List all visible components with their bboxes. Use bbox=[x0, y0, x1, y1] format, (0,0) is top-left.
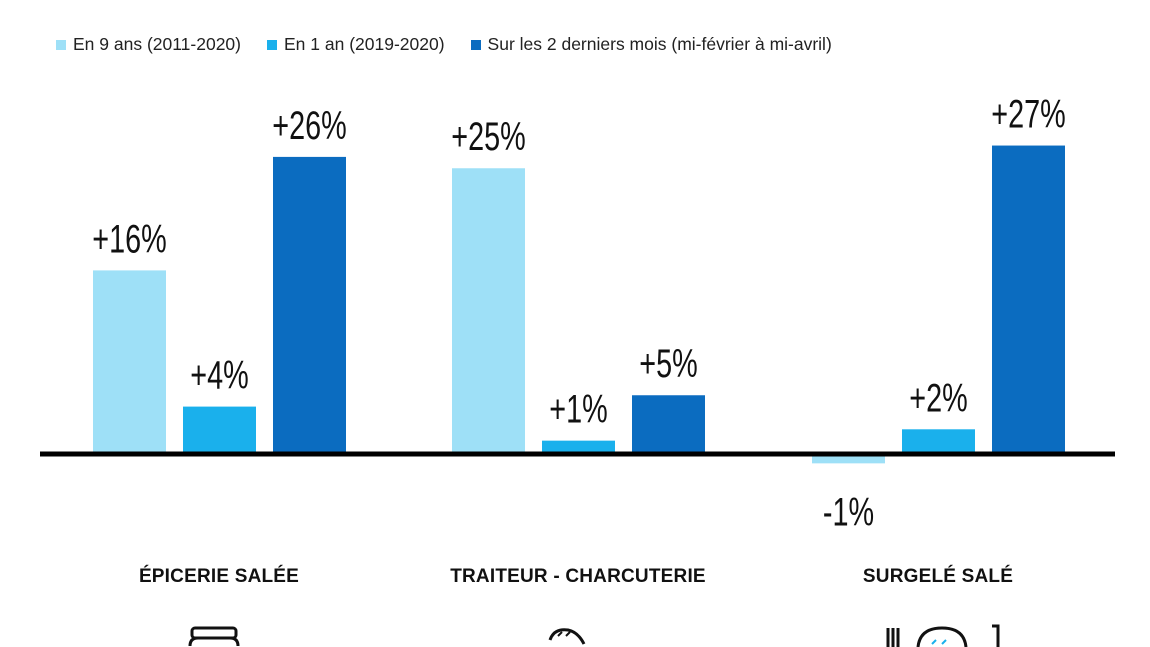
category-label-surgele: SURGELÉ SALÉ bbox=[862, 566, 1014, 587]
bar-traiteur-2-mois bbox=[632, 395, 705, 452]
legend-label-1-an: En 1 an (2019-2020) bbox=[284, 34, 445, 54]
bar-epicerie-9-ans bbox=[93, 270, 166, 452]
chart-legend: En 9 ans (2011-2020) En 1 an (2019-2020)… bbox=[56, 34, 832, 55]
bar-traiteur-1-an bbox=[542, 440, 615, 452]
data-label-epicerie-2-mois: +26% bbox=[272, 103, 346, 148]
legend-item-1-an: En 1 an (2019-2020) bbox=[267, 34, 445, 55]
category-label-epicerie: ÉPICERIE SALÉE bbox=[138, 566, 300, 587]
data-label-surgele-9-ans: -1% bbox=[823, 490, 874, 535]
legend-swatch-9-ans bbox=[56, 39, 66, 50]
legend-label-2-mois: Sur les 2 derniers mois (mi-février à mi… bbox=[487, 34, 832, 54]
bar-epicerie-2-mois bbox=[273, 156, 346, 452]
data-label-epicerie-1-an: +4% bbox=[190, 353, 248, 398]
data-label-epicerie-9-ans: +16% bbox=[92, 217, 166, 262]
plate-icon bbox=[886, 624, 1000, 647]
data-label-traiteur-1-an: +1% bbox=[549, 387, 607, 432]
bar-surgele-1-an bbox=[902, 429, 975, 452]
legend-item-2-mois: Sur les 2 derniers mois (mi-février à mi… bbox=[470, 34, 832, 55]
data-label-traiteur-9-ans: +25% bbox=[451, 115, 525, 160]
bar-surgele-2-mois bbox=[992, 145, 1065, 453]
bar-epicerie-1-an bbox=[183, 406, 256, 452]
bar-traiteur-9-ans bbox=[452, 168, 525, 452]
legend-item-9-ans: En 9 ans (2011-2020) bbox=[56, 34, 241, 55]
category-label-traiteur: TRAITEUR - CHARCUTERIE bbox=[450, 566, 706, 587]
bar-surgele-9-ans bbox=[812, 452, 885, 464]
baguette-icon bbox=[548, 628, 586, 645]
legend-label-9-ans: En 9 ans (2011-2020) bbox=[73, 34, 241, 54]
data-label-traiteur-2-mois: +5% bbox=[639, 342, 697, 387]
legend-swatch-2-mois bbox=[470, 39, 481, 50]
data-label-surgele-1-an: +2% bbox=[909, 376, 967, 421]
data-label-surgele-2-mois: +27% bbox=[991, 92, 1065, 137]
legend-swatch-1-an bbox=[267, 39, 277, 50]
jar-icon bbox=[188, 626, 240, 647]
